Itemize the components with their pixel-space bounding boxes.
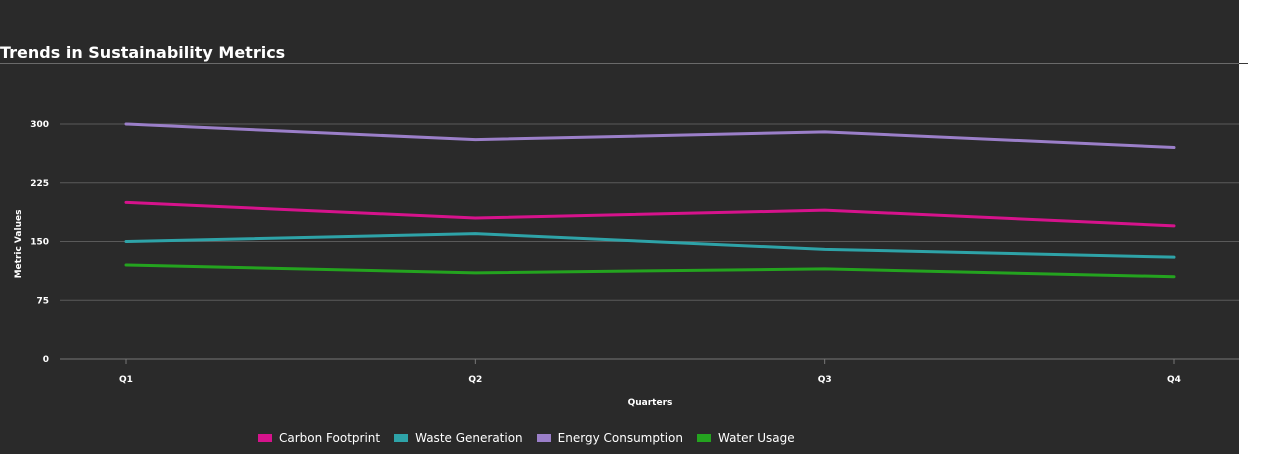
chart-panel: Trends in Sustainability Metrics 0 75 150 2…: [0, 0, 1239, 454]
y-axis-title: Metric Values: [14, 210, 24, 279]
edge-divider: [1239, 63, 1248, 64]
series-line-energy-consumption: [124, 122, 1176, 149]
x-axis-title: Quarters: [628, 398, 673, 408]
legend-label: Waste Generation: [415, 431, 523, 445]
legend-swatch: [536, 434, 551, 442]
legend-item[interactable]: Water Usage: [696, 431, 795, 445]
line-chart: 0 75 150 225 300 Q1 Q2 Q3 Q4 Metric Values Quar…: [14, 120, 1239, 408]
legend-item[interactable]: Energy Consumption: [536, 431, 683, 445]
y-tick-label: 225: [30, 179, 49, 189]
y-tick-labels: 0 75 150 225 300: [30, 120, 49, 365]
legend: Carbon Footprint Waste Generation Energy C…: [258, 431, 809, 445]
y-tick-label: 0: [43, 355, 49, 365]
title-divider: [0, 63, 1239, 64]
x-tick-label: Q1: [119, 375, 133, 385]
x-tick-labels: Q1 Q2 Q3 Q4: [119, 375, 1181, 385]
series-lines: [124, 122, 1176, 279]
series-line-waste-generation: [124, 232, 1176, 259]
y-tick-label: 75: [36, 296, 49, 306]
legend-swatch: [696, 434, 711, 442]
series-line-water-usage: [124, 263, 1176, 279]
legend-item[interactable]: Carbon Footprint: [258, 431, 380, 445]
chart-title: Trends in Sustainability Metrics: [0, 43, 286, 62]
x-tick-label: Q4: [1167, 375, 1181, 385]
x-axis: [125, 359, 1175, 364]
x-tick-label: Q2: [468, 375, 482, 385]
x-tick-label: Q3: [818, 375, 832, 385]
legend-swatch: [258, 434, 272, 442]
legend-label: Carbon Footprint: [279, 431, 381, 445]
y-tick-label: 300: [30, 120, 49, 130]
legend-swatch: [394, 434, 409, 442]
legend-item[interactable]: Waste Generation: [394, 431, 523, 445]
series-line-carbon-footprint: [124, 200, 1176, 228]
legend-label: Energy Consumption: [557, 431, 683, 445]
y-tick-label: 150: [30, 238, 49, 248]
legend-label: Water Usage: [717, 431, 795, 445]
